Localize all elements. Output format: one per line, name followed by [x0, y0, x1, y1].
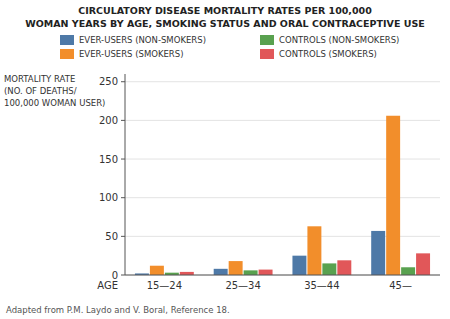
bar: [307, 226, 321, 275]
grid-line: [125, 81, 440, 82]
y-axis-label: MORTALITY RATE: [4, 74, 75, 84]
y-axis-label: 100,000 WOMAN USER): [4, 98, 105, 108]
bar: [292, 256, 306, 275]
y-tick-label: 100: [99, 192, 118, 203]
bars: [135, 116, 430, 275]
y-tick: [121, 236, 125, 237]
y-axis-label: (NO. OF DEATHS/: [4, 86, 77, 96]
y-tick-label: 0: [112, 270, 118, 281]
x-axis: [125, 275, 440, 276]
legend-label: EVER-USERS (SMOKERS): [79, 49, 183, 59]
bar: [322, 263, 336, 275]
legend-label: EVER-USERS (NON-SMOKERS): [79, 35, 206, 45]
subtitle: WOMAN YEARS BY AGE, SMOKING STATUS AND O…: [25, 18, 425, 29]
y-tick-label: 250: [99, 76, 118, 87]
bar: [229, 261, 243, 275]
y-tick: [121, 159, 125, 160]
bar: [416, 253, 430, 275]
x-tick-label: 25—34: [225, 280, 260, 291]
chart: CIRCULATORY DISEASE MORTALITY RATES PER …: [0, 0, 450, 319]
bar: [259, 270, 273, 275]
y-tick: [121, 197, 125, 198]
legend-label: CONTROLS (SMOKERS): [279, 49, 377, 59]
bar: [386, 116, 400, 275]
title: CIRCULATORY DISEASE MORTALITY RATES PER …: [78, 5, 372, 16]
legend: EVER-USERS (NON-SMOKERS) EVER-USERS (SMOK…: [60, 35, 399, 59]
legend-swatch: [60, 49, 74, 59]
x-tick-label: 15—24: [147, 280, 182, 291]
y-tick-label: 50: [105, 231, 118, 242]
legend-swatch: [60, 35, 74, 45]
bar: [371, 231, 385, 275]
y-tick: [121, 120, 125, 121]
legend-swatch: [260, 49, 274, 59]
bar: [244, 270, 258, 275]
bar: [401, 267, 415, 275]
bar: [214, 269, 228, 275]
grid: 0 50 100 150 200 250: [99, 76, 440, 280]
x-tick-label: 45—: [389, 280, 412, 291]
y-tick: [121, 275, 125, 276]
y-tick: [121, 81, 125, 82]
bar: [150, 266, 164, 275]
y-tick-label: 150: [99, 154, 118, 165]
legend-swatch: [260, 35, 274, 45]
y-axis: [125, 74, 126, 275]
y-tick-label: 200: [99, 115, 118, 126]
bar: [337, 260, 351, 275]
footnote: Adapted from P.M. Laydo and V. Boral, Re…: [6, 305, 230, 315]
x-tick-label: 35—44: [304, 280, 339, 291]
legend-label: CONTROLS (NON-SMOKERS): [279, 35, 399, 45]
x-axis-label: AGE: [97, 280, 118, 291]
grid-line: [125, 275, 440, 276]
